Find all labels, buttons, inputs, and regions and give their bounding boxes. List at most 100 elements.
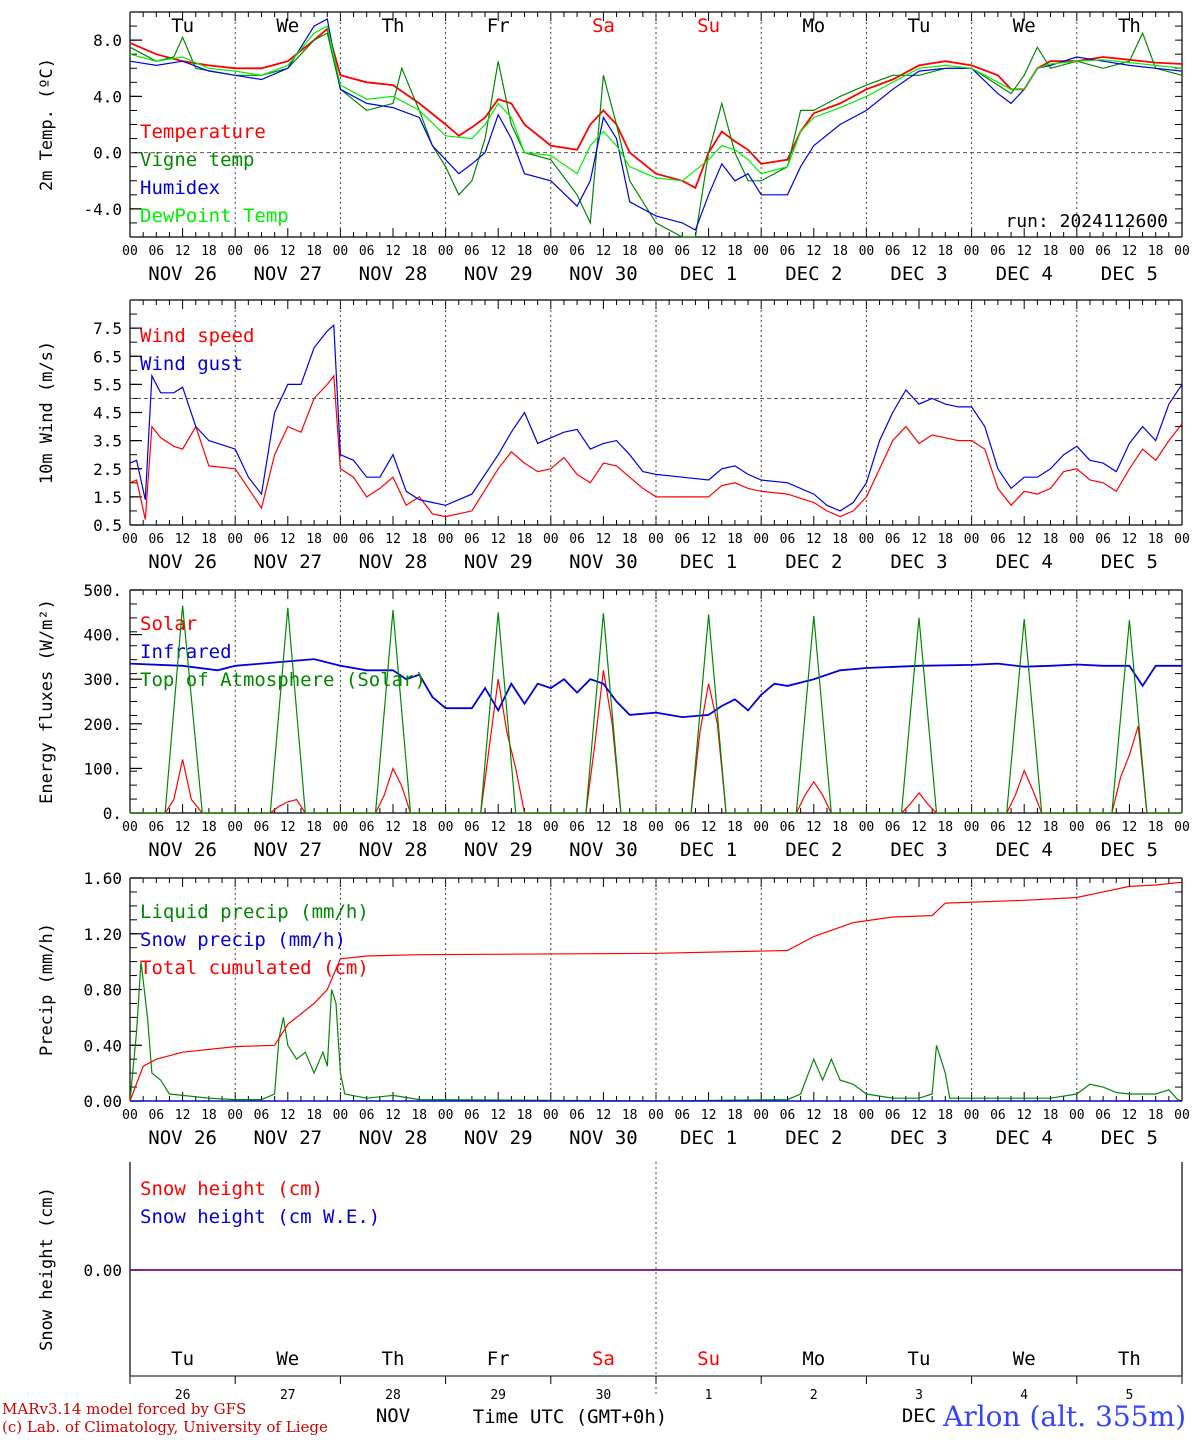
hour-tick-label: 18 xyxy=(1043,532,1059,547)
hour-tick-label: 00 xyxy=(227,244,243,259)
day-number: 2 xyxy=(810,1388,818,1403)
hour-tick-label: 06 xyxy=(464,532,480,547)
y-tick-label: 200. xyxy=(83,715,122,734)
legend-entry: Snow precip (mm/h) xyxy=(140,929,346,951)
date-label: NOV 27 xyxy=(253,839,322,861)
y-tick-label: 0.00 xyxy=(83,1092,122,1111)
hour-tick-label: 00 xyxy=(333,820,349,835)
day-number: 4 xyxy=(1020,1388,1028,1403)
date-label: NOV 28 xyxy=(359,839,428,861)
y-tick-label: 100. xyxy=(83,759,122,778)
station-name: Arlon (alt. 355m) xyxy=(943,1400,1186,1433)
hour-tick-label: 00 xyxy=(122,1108,138,1123)
hour-tick-label: 00 xyxy=(964,532,980,547)
time-axis-1: 00 06 12 18 NOV 26 00 06 12 18 NOV 27 00 06 12 18 NOV … xyxy=(122,532,1190,573)
hour-tick-label: 00 xyxy=(333,244,349,259)
hour-tick-label: 00 xyxy=(648,244,664,259)
hour-tick-label: 18 xyxy=(1148,532,1164,547)
hour-tick-label: 12 xyxy=(596,820,612,835)
hour-tick-label: 12 xyxy=(280,820,296,835)
y-tick-label: 500. xyxy=(83,581,122,600)
hour-tick-label: 12 xyxy=(490,244,506,259)
hour-tick-label: 00 xyxy=(1174,1108,1190,1123)
hour-tick-label: 00 xyxy=(648,820,664,835)
y-tick-label: 4.5 xyxy=(93,404,122,423)
hour-tick-label: 12 xyxy=(1016,532,1032,547)
hour-tick-label: 06 xyxy=(569,244,585,259)
series-line-0 xyxy=(129,961,1183,1102)
date-label: DEC 3 xyxy=(890,1127,947,1149)
weekday-label: Mo xyxy=(802,15,825,37)
hour-tick-label: 12 xyxy=(911,244,927,259)
hour-tick-label: 12 xyxy=(806,820,822,835)
hour-tick-label: 00 xyxy=(753,1108,769,1123)
hour-tick-label: 06 xyxy=(990,1108,1006,1123)
series-line-1 xyxy=(129,324,1183,512)
weekday-label: Sa xyxy=(592,1348,615,1370)
hour-tick-label: 12 xyxy=(596,1108,612,1123)
hour-tick-label: 06 xyxy=(254,244,270,259)
hour-tick-label: 06 xyxy=(148,532,164,547)
hour-tick-label: 06 xyxy=(885,244,901,259)
hour-tick-label: 00 xyxy=(859,1108,875,1123)
hour-tick-label: 12 xyxy=(175,244,191,259)
hour-tick-label: 06 xyxy=(885,820,901,835)
weekday-label: Th xyxy=(382,15,405,37)
legend-entry: Solar xyxy=(140,613,197,635)
hour-tick-label: 12 xyxy=(490,532,506,547)
hour-tick-label: 12 xyxy=(280,1108,296,1123)
hour-tick-label: 18 xyxy=(937,820,953,835)
date-label: NOV 29 xyxy=(464,1127,533,1149)
y-tick-label: 2.5 xyxy=(93,460,122,479)
hour-tick-label: 12 xyxy=(1016,820,1032,835)
hour-tick-label: 18 xyxy=(1043,820,1059,835)
hour-tick-label: 00 xyxy=(227,532,243,547)
hour-tick-label: 12 xyxy=(911,532,927,547)
hour-tick-label: 00 xyxy=(753,244,769,259)
hour-tick-label: 06 xyxy=(990,820,1006,835)
y-tick-label: 0.5 xyxy=(93,516,122,535)
energy-panel: 500. 400. 300. 200. 100. 0. Energy fluxes (W/m… xyxy=(37,581,1183,823)
hour-tick-label: 18 xyxy=(517,532,533,547)
legend-entry: DewPoint Temp xyxy=(140,205,289,227)
series-line-2 xyxy=(130,605,1182,814)
hour-tick-label: 06 xyxy=(674,532,690,547)
hour-tick-label: 18 xyxy=(201,820,217,835)
hour-tick-label: 18 xyxy=(727,1108,743,1123)
hour-tick-label: 00 xyxy=(753,532,769,547)
date-label: DEC 4 xyxy=(996,263,1053,285)
date-label: DEC 2 xyxy=(785,1127,842,1149)
date-label: NOV 29 xyxy=(464,263,533,285)
weekday-label: We xyxy=(1013,15,1036,37)
weekday-label: Th xyxy=(1118,15,1141,37)
date-label: DEC 3 xyxy=(890,839,947,861)
hour-tick-label: 12 xyxy=(1016,1108,1032,1123)
weekday-label: Su xyxy=(697,15,720,37)
y-tick-label: 6.5 xyxy=(93,347,122,366)
hour-tick-label: 18 xyxy=(306,820,322,835)
y-tick-label: 8.0 xyxy=(93,31,122,50)
hour-tick-label: 12 xyxy=(701,820,717,835)
hour-tick-label: 12 xyxy=(701,532,717,547)
hour-tick-label: 18 xyxy=(306,244,322,259)
weekday-label: We xyxy=(276,15,299,37)
series-line-1 xyxy=(129,31,1183,238)
date-label: DEC 5 xyxy=(1101,551,1158,573)
time-axis-0: 00 06 12 18 NOV 26 00 06 12 18 NOV 27 00 06 12 18 NOV … xyxy=(122,244,1190,285)
weekday-label: Su xyxy=(697,1348,720,1370)
hour-tick-label: 06 xyxy=(569,1108,585,1123)
date-label: NOV 29 xyxy=(464,839,533,861)
weekday-label: Th xyxy=(382,1348,405,1370)
hour-tick-label: 00 xyxy=(438,244,454,259)
date-label: DEC 5 xyxy=(1101,263,1158,285)
day-number: 30 xyxy=(596,1388,612,1403)
y-tick-label: 0.00 xyxy=(83,1261,122,1280)
y-tick-label: -4.0 xyxy=(83,200,122,219)
hour-tick-label: 12 xyxy=(280,244,296,259)
hour-tick-label: 18 xyxy=(201,244,217,259)
hour-tick-label: 06 xyxy=(254,1108,270,1123)
weekday-label: Tu xyxy=(171,15,194,37)
y-tick-label: 300. xyxy=(83,670,122,689)
hour-tick-label: 12 xyxy=(175,1108,191,1123)
hour-tick-label: 00 xyxy=(333,532,349,547)
